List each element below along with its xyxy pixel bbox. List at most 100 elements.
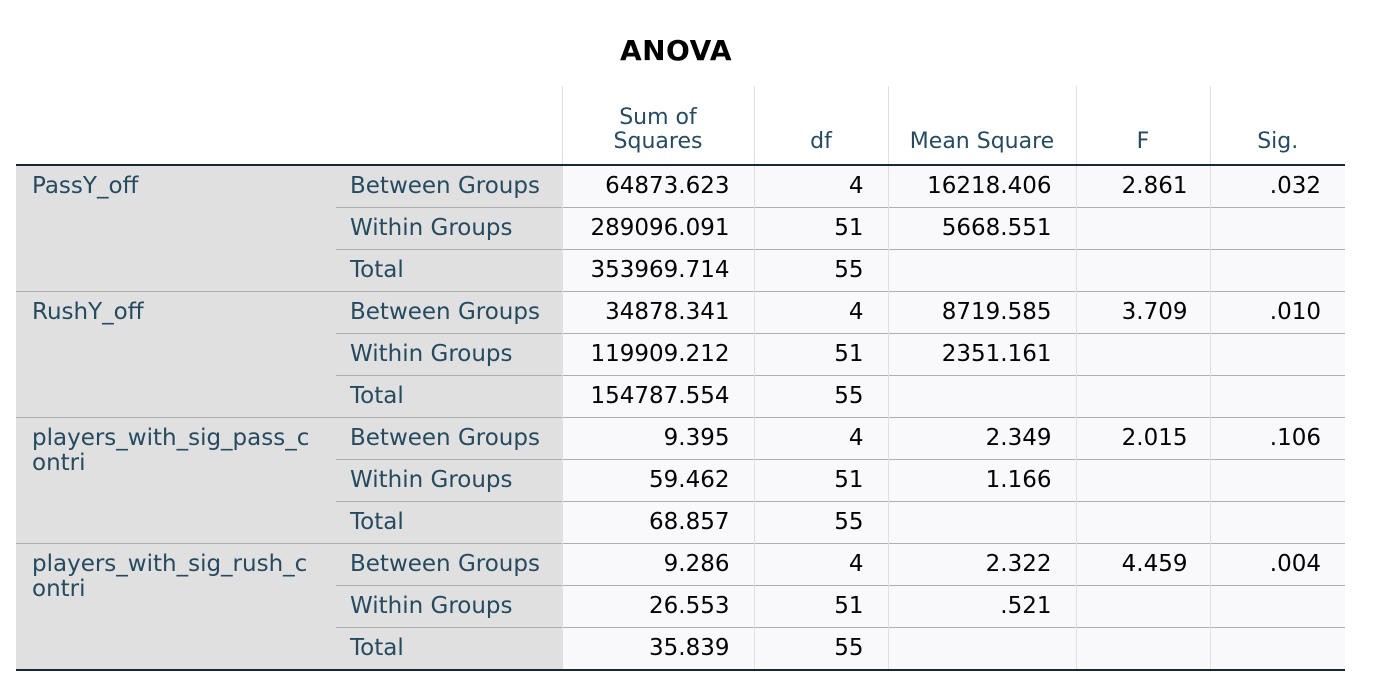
df-cell: 4 [753,417,888,460]
df-cell: 4 [753,291,888,334]
df-cell: 55 [753,249,888,292]
f-cell [1075,627,1210,671]
sum-of-squares-cell: 68.857 [561,501,754,544]
table-row: Within Groups 289096.091 51 5668.551 [16,207,1345,250]
sig-cell [1209,375,1345,418]
source-label: Between Groups [336,291,562,334]
source-label: Within Groups [336,585,562,628]
sum-of-squares-cell: 35.839 [561,627,754,671]
df-cell: 51 [753,585,888,628]
header-sig: Sig. [1209,86,1345,166]
mean-square-cell: 2.322 [887,543,1076,586]
mean-square-cell: 2351.161 [887,333,1076,376]
source-label: Total [336,501,562,544]
source-label: Total [336,375,562,418]
sum-of-squares-cell: 119909.212 [561,333,754,376]
header-mean-square: Mean Square [887,86,1076,166]
f-cell [1075,585,1210,628]
table-row: players_with_sig_pass_contri Between Gro… [16,417,1345,544]
source-label: Between Groups [336,543,562,586]
source-label: Within Groups [336,333,562,376]
mean-square-cell: 5668.551 [887,207,1076,250]
source-label: Between Groups [336,165,562,208]
table-row: Total 68.857 55 [16,501,1345,544]
sum-of-squares-cell: 64873.623 [561,165,754,208]
header-sum-of-squares: Sum of Squares [561,86,754,166]
sum-of-squares-cell: 59.462 [561,459,754,502]
sum-of-squares-cell: 289096.091 [561,207,754,250]
df-cell: 51 [753,333,888,376]
table-row: Total 154787.554 55 [16,375,1345,418]
sig-cell [1209,501,1345,544]
df-cell: 4 [753,543,888,586]
mean-square-cell: 16218.406 [887,165,1076,208]
df-cell: 51 [753,459,888,502]
df-cell: 4 [753,165,888,208]
df-cell: 55 [753,375,888,418]
table-row: Within Groups 119909.212 51 2351.161 [16,333,1345,376]
variable-label: RushY_off [16,291,336,418]
f-cell: 2.015 [1075,417,1210,460]
table-row: Total 35.839 55 [16,627,1345,671]
mean-square-cell: 8719.585 [887,291,1076,334]
sig-cell [1209,207,1345,250]
variable-label: players_with_sig_pass_contri [16,417,336,544]
mean-square-cell [887,501,1076,544]
sig-cell: .004 [1209,543,1345,586]
sig-cell [1209,627,1345,671]
f-cell [1075,459,1210,502]
header-f: F [1075,86,1210,166]
mean-square-cell: 1.166 [887,459,1076,502]
df-cell: 51 [753,207,888,250]
sig-cell [1209,459,1345,502]
variable-label: PassY_off [16,165,336,292]
mean-square-cell [887,627,1076,671]
variable-label: players_with_sig_rush_contri [16,543,336,671]
f-cell [1075,375,1210,418]
f-cell [1075,249,1210,292]
sig-cell: .032 [1209,165,1345,208]
source-label: Within Groups [336,207,562,250]
f-cell: 3.709 [1075,291,1210,334]
source-label: Within Groups [336,459,562,502]
df-cell: 55 [753,501,888,544]
mean-square-cell: .521 [887,585,1076,628]
sum-of-squares-cell: 353969.714 [561,249,754,292]
sig-cell: .010 [1209,291,1345,334]
header-sum-of-squares-line1: Sum of [619,105,697,130]
f-cell [1075,501,1210,544]
mean-square-cell: 2.349 [887,417,1076,460]
header-sum-of-squares-line2: Squares [613,129,703,154]
table-row: PassY_off Between Groups 64873.623 4 162… [16,165,1345,292]
sum-of-squares-cell: 9.395 [561,417,754,460]
anova-table: Sum of Squares df Mean Square F Sig. Pass… [16,86,1345,671]
f-cell: 2.861 [1075,165,1210,208]
header-row: Sum of Squares df Mean Square F Sig. [16,86,1345,166]
table-row: Within Groups 26.553 51 .521 [16,585,1345,628]
sum-of-squares-cell: 26.553 [561,585,754,628]
source-label: Total [336,249,562,292]
table-row: players_with_sig_rush_contri Between Gro… [16,543,1345,671]
header-blank-source [336,86,562,166]
source-label: Between Groups [336,417,562,460]
table-title: ANOVA [619,34,733,67]
mean-square-cell [887,375,1076,418]
header-blank-variable [16,86,336,166]
mean-square-cell [887,249,1076,292]
df-cell: 55 [753,627,888,671]
header-df: df [753,86,888,166]
f-cell [1075,207,1210,250]
f-cell [1075,333,1210,376]
sum-of-squares-cell: 9.286 [561,543,754,586]
source-label: Total [336,627,562,671]
sig-cell [1209,585,1345,628]
table-row: RushY_off Between Groups 34878.341 4 871… [16,291,1345,418]
sig-cell [1209,249,1345,292]
sum-of-squares-cell: 154787.554 [561,375,754,418]
sum-of-squares-cell: 34878.341 [561,291,754,334]
f-cell: 4.459 [1075,543,1210,586]
sig-cell: .106 [1209,417,1345,460]
table-row: Within Groups 59.462 51 1.166 [16,459,1345,502]
sig-cell [1209,333,1345,376]
table-row: Total 353969.714 55 [16,249,1345,292]
